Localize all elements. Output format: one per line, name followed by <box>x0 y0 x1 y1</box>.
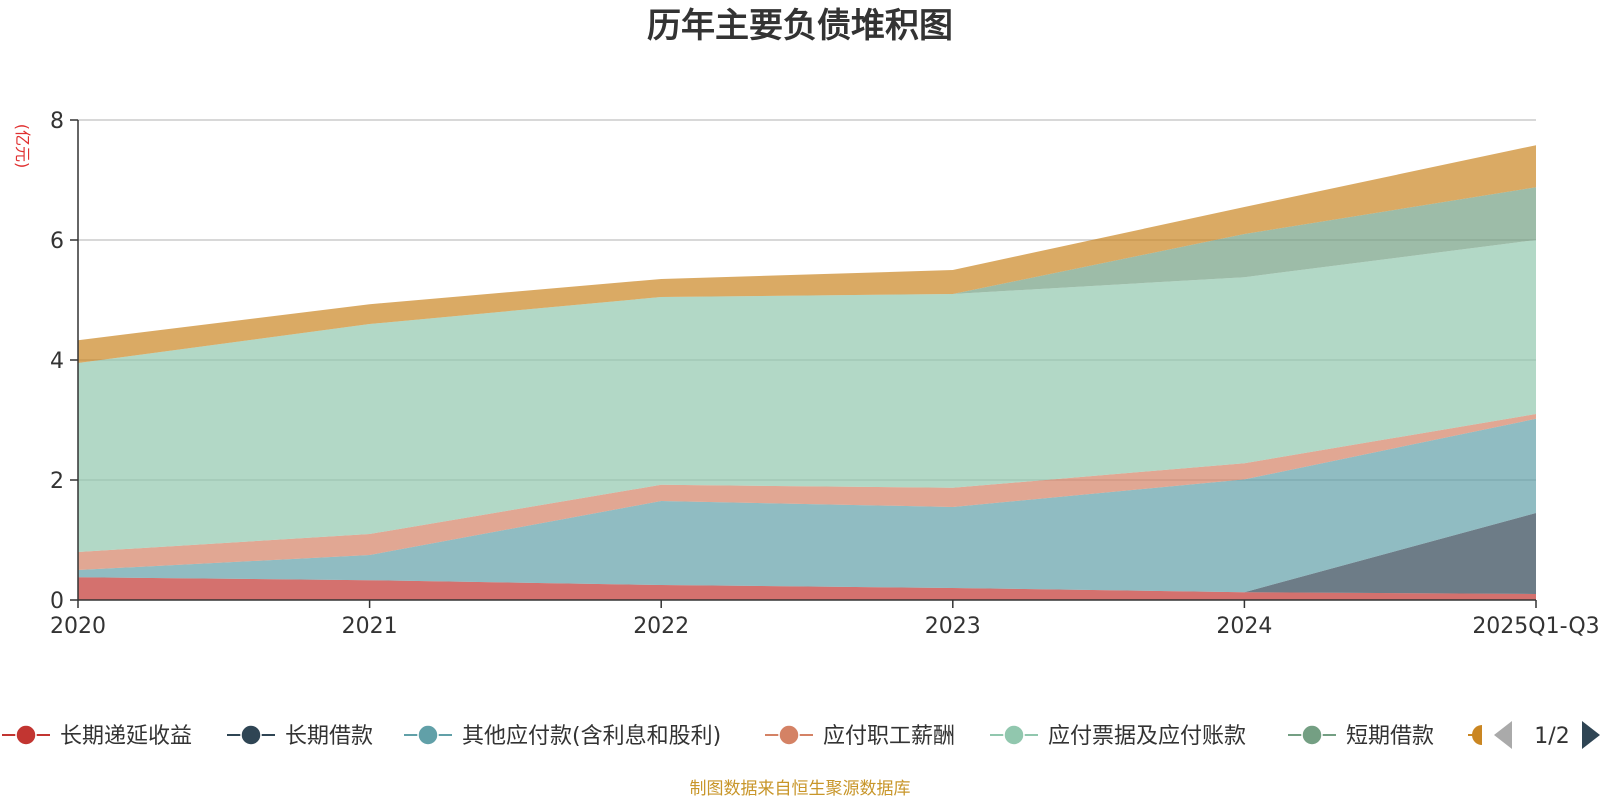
source-note: 制图数据来自恒生聚源数据库 <box>690 779 911 799</box>
legend-item[interactable]: 应付职工薪酬 <box>765 724 955 749</box>
axes: 2020 2021 2022 2023 2024 2025Q1-Q3 <box>50 120 1600 639</box>
legend-prev-page-icon[interactable] <box>1494 721 1512 749</box>
legend-circle-marker <box>417 724 439 746</box>
y-tick-label: 8 <box>50 109 64 134</box>
legend-label: 应付职工薪酬 <box>823 724 955 749</box>
x-tick-label: 2025Q1-Q3 <box>1472 614 1599 639</box>
x-tick-label: 2022 <box>633 614 689 639</box>
area-series[interactable] <box>78 577 1536 600</box>
y-axis-unit-label: (亿元) <box>13 124 32 169</box>
legend-label: 其他应付款(含利息和股利) <box>462 724 721 749</box>
y-tick-label: 2 <box>50 469 64 494</box>
legend-label: 长期递延收益 <box>60 724 192 749</box>
area-series[interactable] <box>78 513 1536 594</box>
legend-circle-marker <box>778 724 800 746</box>
legend-circle-marker <box>15 724 37 746</box>
y-tick-label: 6 <box>50 229 64 254</box>
legend-item[interactable]: 长期借款 <box>227 724 373 749</box>
area-series[interactable] <box>78 240 1536 552</box>
legend-circle-marker <box>1472 725 1482 745</box>
legend: 长期递延收益 长期借款 其他应付款(含利息和股利) 应付职工薪酬 应付票据及应付账款 短期… <box>2 721 1600 749</box>
y-tick-label: 0 <box>50 589 64 614</box>
area-series-group <box>78 145 1536 600</box>
x-tick-label: 2023 <box>925 614 981 639</box>
legend-label: 长期借款 <box>285 724 373 749</box>
legend-circle-marker <box>1003 724 1025 746</box>
legend-label: 应付票据及应付账款 <box>1048 724 1246 749</box>
x-tick-label: 2020 <box>50 614 106 639</box>
x-tick-label: 2021 <box>342 614 398 639</box>
y-tick-label: 4 <box>50 349 64 374</box>
legend-next-page-icon[interactable] <box>1582 721 1600 749</box>
legend-circle-marker <box>1301 724 1323 746</box>
chart-title: 历年主要负债堆积图 <box>647 6 953 46</box>
x-tick-label: 2024 <box>1216 614 1272 639</box>
legend-item[interactable]: 其他应付款(含利息和股利) <box>404 724 721 749</box>
legend-circle-marker <box>240 724 262 746</box>
area-series[interactable] <box>78 187 1536 363</box>
legend-item[interactable]: 短期借款 <box>1288 724 1434 749</box>
legend-page-indicator: 1/2 <box>1534 724 1569 749</box>
legend-item[interactable]: 应付票据及应付账款 <box>990 724 1246 749</box>
area-series[interactable] <box>78 418 1536 593</box>
legend-item-truncated[interactable] <box>1468 725 1482 745</box>
legend-item[interactable]: 长期递延收益 <box>2 724 192 749</box>
legend-label: 短期借款 <box>1346 724 1434 749</box>
area-series[interactable] <box>78 414 1536 570</box>
area-series[interactable] <box>78 145 1536 363</box>
